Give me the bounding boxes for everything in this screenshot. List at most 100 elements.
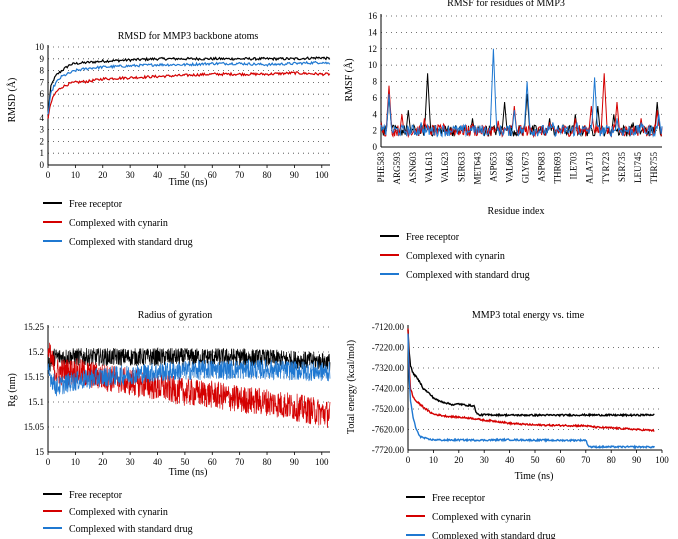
y-tick-label: 6 — [40, 89, 45, 99]
legend-label-drug: Complexed with standard drug — [69, 524, 193, 535]
x-tick-label: VAL613 — [424, 152, 434, 183]
y-tick-label: 5 — [40, 101, 45, 111]
x-tick-label: 30 — [126, 170, 136, 180]
x-tick-label: PHE583 — [376, 152, 386, 183]
x-tick-label: 10 — [71, 170, 81, 180]
y-tick-label: 7 — [40, 77, 45, 87]
x-tick-label: SER735 — [617, 152, 627, 183]
series-line-drug — [47, 358, 331, 397]
y-tick-label: -7620.00 — [372, 425, 405, 435]
y-tick-label: 15.2 — [28, 347, 44, 357]
legend-label-cynarin: Complexed with cynarin — [69, 507, 168, 518]
x-tick-label: TYR723 — [601, 152, 611, 184]
y-tick-label: 12 — [368, 44, 377, 54]
series-line-free — [47, 56, 331, 116]
rmsd-ylabel: RMSD (Å) — [6, 78, 18, 123]
legend-label-free: Free receptor — [69, 490, 123, 501]
x-tick-label: 30 — [480, 455, 490, 465]
legend-rmsf: Free receptor Complexed with cynarin Com… — [380, 232, 530, 281]
y-tick-label: -7120.00 — [372, 322, 405, 332]
legend-rg: Free receptor Complexed with cynarin Com… — [43, 490, 193, 535]
x-tick-label: 10 — [71, 457, 81, 467]
y-tick-label: 2 — [40, 136, 45, 146]
x-tick-label: THR693 — [553, 152, 563, 184]
x-tick-label: VAL663 — [504, 152, 514, 183]
y-tick-label: 3 — [40, 125, 45, 135]
energy-ylabel: Total energy (kcal/mol) — [346, 340, 357, 434]
rg-xlabel: Time (ns) — [169, 467, 208, 478]
y-tick-label: 8 — [373, 77, 378, 87]
y-tick-label: 0 — [373, 142, 378, 152]
y-tick-label: -7720.00 — [372, 445, 405, 455]
y-tick-label: -7520.00 — [372, 404, 405, 414]
y-tick-label: 9 — [40, 54, 45, 64]
y-tick-label: 10 — [35, 42, 45, 52]
y-tick-label: 10 — [368, 60, 378, 70]
x-tick-label: ALA713 — [585, 152, 595, 184]
x-tick-label: 40 — [153, 457, 163, 467]
x-tick-label: THR755 — [649, 152, 659, 184]
y-tick-label: 4 — [40, 113, 45, 123]
x-tick-label: 10 — [429, 455, 439, 465]
chart-rmsd: RMSD for MMP3 backbone atoms RMSD (Å) Ti… — [6, 31, 331, 188]
rg-ylabel: Rg (nm) — [7, 373, 18, 407]
y-tick-label: -7420.00 — [372, 384, 405, 394]
y-tick-label: 14 — [368, 27, 378, 37]
legend-label-drug: Complexed with standard drug — [406, 270, 530, 281]
y-tick-label: -7320.00 — [372, 363, 405, 373]
x-tick-label: 20 — [98, 457, 108, 467]
x-tick-label: ASN603 — [408, 152, 418, 184]
legend-energy: Free receptor Complexed with cynarin Com… — [406, 493, 556, 539]
series-line-drug — [407, 333, 655, 450]
x-tick-label: 90 — [290, 457, 300, 467]
x-tick-label: SER633 — [456, 152, 466, 183]
legend-label-cynarin: Complexed with cynarin — [69, 218, 168, 229]
x-tick-label: VAL623 — [440, 152, 450, 183]
chart-rg: Radius of gyration Rg (nm) Time (ns) 15 1… — [7, 310, 331, 478]
x-tick-label: 80 — [263, 457, 273, 467]
x-tick-label: 50 — [180, 457, 190, 467]
x-tick-label: 80 — [607, 455, 617, 465]
x-tick-label: 70 — [581, 455, 591, 465]
series-line-free — [407, 329, 655, 418]
x-tick-label: ASP653 — [488, 152, 498, 183]
x-tick-label: 80 — [263, 170, 273, 180]
y-tick-label: 8 — [40, 66, 45, 76]
x-tick-label: ASP683 — [537, 152, 547, 183]
x-tick-label: 40 — [153, 170, 163, 180]
legend-rmsd: Free receptor Complexed with cynarin Com… — [43, 199, 193, 248]
x-tick-label: 20 — [454, 455, 464, 465]
x-tick-label: MET643 — [472, 152, 482, 185]
rmsf-ylabel: RMSF (Å) — [343, 58, 355, 101]
legend-label-free: Free receptor — [69, 199, 123, 210]
legend-label-cynarin: Complexed with cynarin — [406, 251, 505, 262]
rmsd-title: RMSD for MMP3 backbone atoms — [118, 31, 259, 42]
y-tick-label: 15.05 — [24, 422, 45, 432]
energy-title: MMP3 total energy vs. time — [472, 310, 585, 321]
x-tick-label: 0 — [46, 457, 51, 467]
x-tick-label: 90 — [632, 455, 642, 465]
series-line-cynarin — [380, 73, 663, 139]
legend-label-drug: Complexed with standard drug — [69, 237, 193, 248]
y-tick-label: 2 — [373, 126, 378, 136]
legend-label-free: Free receptor — [432, 493, 486, 504]
x-tick-label: 100 — [655, 455, 669, 465]
x-tick-label: 50 — [531, 455, 541, 465]
rmsf-xlabel: Residue index — [488, 206, 545, 217]
y-tick-label: 15.15 — [24, 372, 45, 382]
series-line-cynarin — [47, 71, 331, 119]
x-tick-label: 20 — [98, 170, 108, 180]
y-tick-label: 15.1 — [28, 397, 44, 407]
y-tick-label: 16 — [368, 11, 378, 21]
energy-xlabel: Time (ns) — [515, 471, 554, 482]
legend-label-free: Free receptor — [406, 232, 460, 243]
chart-rmsf: RMSF for residues of MMP3 RMSF (Å) Resid… — [343, 0, 663, 217]
rg-title: Radius of gyration — [138, 310, 212, 321]
rmsf-title: RMSF for residues of MMP3 — [447, 0, 565, 9]
x-tick-label: 90 — [290, 170, 300, 180]
x-tick-label: 40 — [505, 455, 515, 465]
legend-label-cynarin: Complexed with cynarin — [432, 512, 531, 523]
y-tick-label: 4 — [373, 109, 378, 119]
x-tick-label: 100 — [315, 457, 329, 467]
